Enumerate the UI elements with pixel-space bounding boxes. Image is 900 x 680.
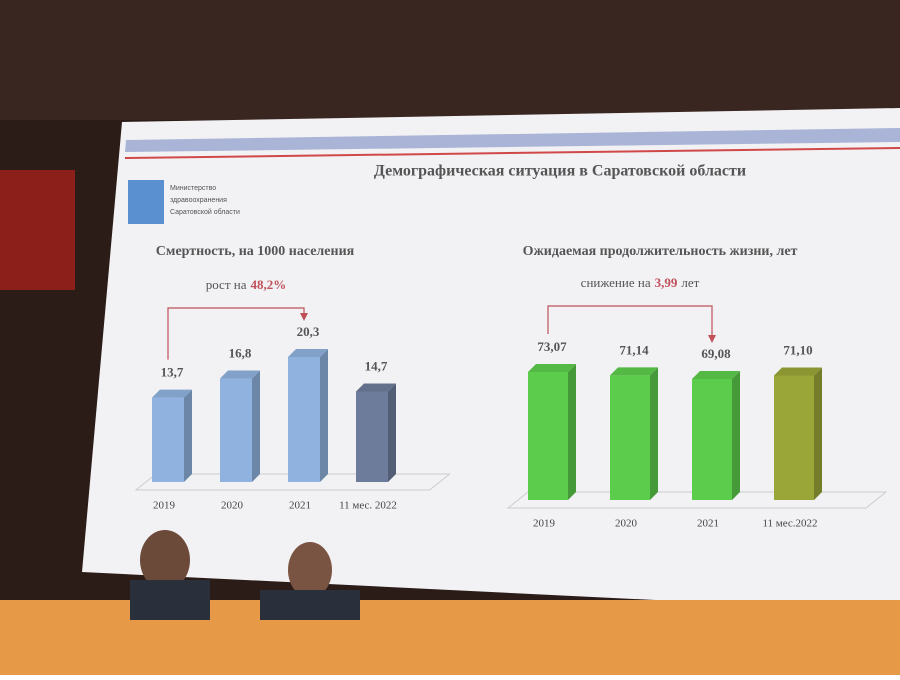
logo (128, 180, 164, 224)
annotation-prefix: рост на (206, 277, 247, 292)
person (260, 590, 360, 620)
bar (152, 397, 184, 482)
x-tick-label: 2021 (697, 518, 719, 530)
slide (82, 108, 900, 612)
chart-title: Смертность, на 1000 населения (156, 244, 355, 259)
bar-side (320, 349, 328, 482)
x-tick-label: 2019 (153, 500, 176, 512)
logo-text: Министерство (170, 185, 216, 192)
value-label: 20,3 (297, 324, 320, 339)
annotation-arrowhead (708, 334, 716, 343)
bar (220, 378, 252, 482)
bar-side (388, 383, 396, 482)
person (130, 580, 210, 620)
bar (288, 357, 320, 482)
slide-title: Демографическая ситуация в Саратовской о… (374, 163, 746, 180)
x-tick-label: 2019 (533, 518, 556, 530)
value-label: 14,7 (365, 358, 388, 373)
bar-top (528, 364, 576, 372)
annotation: рост на 48,2% (206, 277, 287, 292)
x-tick-label: 11 мес.2022 (762, 518, 817, 530)
annotation-value: 48,2% (251, 277, 287, 292)
bar (774, 375, 814, 500)
floor (506, 491, 888, 509)
person (288, 542, 332, 598)
bar-side (732, 370, 740, 500)
annotation-arrow (547, 305, 713, 341)
x-tick-label: 2020 (221, 500, 244, 512)
annotation: снижение на 3,99 лет (581, 275, 700, 290)
emblem (0, 170, 75, 290)
chart-title: Ожидаемая продолжительность жизни, лет (523, 244, 798, 259)
annotation-prefix: снижение на (581, 275, 651, 290)
x-tick-label: 2021 (289, 500, 311, 512)
value-label: 69,08 (701, 346, 731, 361)
slide-header-line (124, 147, 900, 159)
annotation-suffix: лет (681, 275, 699, 290)
bar (610, 375, 650, 500)
slide-header-band (125, 128, 900, 152)
value-label: 13,7 (161, 365, 184, 380)
logo-text: здравоохранения (170, 197, 227, 204)
logo-text: Саратовской области (170, 208, 240, 216)
bar (528, 372, 568, 500)
value-label: 71,14 (619, 342, 649, 357)
floor (134, 473, 452, 491)
value-label: 16,8 (229, 346, 252, 361)
bar (356, 391, 388, 482)
bar-side (184, 389, 192, 482)
bar-top (356, 383, 396, 392)
x-tick-label: 2020 (615, 518, 638, 530)
bar-top (220, 370, 260, 379)
value-label: 71,10 (783, 342, 812, 357)
bar-top (610, 367, 658, 376)
bar-side (568, 364, 576, 500)
bar-top (692, 370, 740, 379)
person (140, 530, 190, 590)
bar-side (252, 370, 260, 482)
bar (692, 378, 732, 500)
annotation-arrowhead (300, 313, 308, 321)
curtain (0, 0, 900, 120)
value-label: 73,07 (537, 339, 567, 354)
x-tick-label: 11 мес. 2022 (339, 500, 397, 512)
bar-top (774, 367, 822, 376)
bar-top (288, 349, 328, 357)
bar-side (814, 367, 822, 500)
bar-side (650, 367, 658, 500)
bar-top (152, 389, 192, 398)
annotation-value: 3,99 (655, 275, 678, 290)
